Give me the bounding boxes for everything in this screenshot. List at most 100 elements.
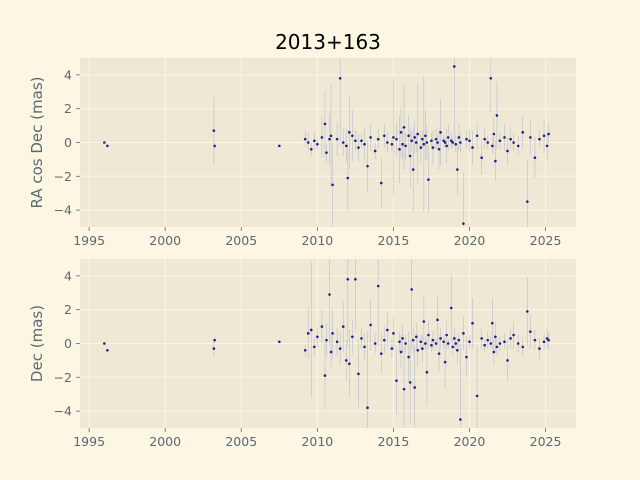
data-point	[424, 342, 427, 345]
data-point	[547, 132, 550, 136]
data-point	[489, 342, 493, 345]
data-point	[413, 386, 417, 389]
data-point	[431, 146, 435, 149]
data-point	[278, 340, 281, 344]
data-point	[328, 293, 331, 296]
data-point	[419, 146, 423, 149]
data-point	[538, 137, 541, 141]
y-tick-label: 4	[64, 268, 72, 283]
data-point	[475, 394, 479, 398]
data-point	[323, 374, 327, 377]
chart-title: 2013+163	[275, 30, 381, 54]
data-point	[486, 338, 490, 342]
data-point	[498, 342, 502, 345]
data-point	[376, 137, 380, 141]
data-point	[457, 136, 461, 139]
data-point	[399, 131, 403, 134]
data-point	[399, 350, 403, 354]
data-point	[462, 222, 465, 225]
data-point	[516, 144, 520, 148]
data-point	[414, 335, 418, 339]
data-point	[495, 114, 499, 117]
data-point	[402, 125, 406, 129]
data-point	[449, 139, 453, 143]
data-point	[413, 136, 417, 139]
data-point	[512, 333, 515, 337]
data-point	[494, 159, 497, 163]
data-point	[436, 141, 439, 144]
data-point	[442, 340, 445, 344]
data-point	[348, 131, 351, 134]
data-point	[320, 325, 324, 328]
data-point	[392, 136, 395, 139]
ra-y-axis-label: RA cos Dec (mas)	[28, 77, 46, 209]
data-point	[411, 338, 415, 342]
data-point	[495, 345, 499, 349]
data-point	[320, 136, 324, 139]
data-point	[360, 337, 363, 340]
y-tick-label: −2	[54, 169, 72, 184]
data-point	[456, 168, 459, 171]
y-tick-label: −4	[54, 404, 72, 419]
data-point	[436, 318, 439, 322]
data-point	[471, 146, 474, 149]
y-tick-label: −4	[54, 203, 72, 218]
ra-grid	[80, 58, 576, 227]
data-point	[382, 134, 386, 138]
data-point	[408, 381, 412, 384]
data-point	[526, 310, 529, 313]
data-point	[341, 325, 345, 328]
data-point	[506, 359, 509, 362]
data-point	[445, 333, 448, 337]
data-point	[475, 134, 479, 138]
data-point	[369, 323, 372, 327]
x-tick-label: 2015	[378, 434, 410, 449]
data-point	[459, 418, 462, 421]
data-point	[427, 178, 430, 181]
data-point	[335, 340, 339, 344]
x-tick-label: 2000	[149, 233, 181, 248]
data-point	[452, 65, 456, 68]
data-point	[542, 340, 546, 344]
data-point	[398, 340, 401, 344]
data-point	[443, 360, 447, 364]
data-point	[316, 142, 319, 146]
data-point	[386, 141, 389, 144]
data-point	[545, 337, 549, 340]
data-point	[526, 200, 529, 203]
dec-points	[103, 277, 550, 421]
data-point	[411, 168, 415, 171]
data-point	[498, 139, 502, 143]
data-point	[106, 144, 109, 148]
data-point	[483, 137, 487, 141]
data-point	[468, 139, 471, 143]
data-point	[533, 338, 537, 342]
data-point	[503, 136, 506, 139]
data-point	[451, 141, 455, 144]
data-point	[545, 144, 549, 148]
data-point	[395, 379, 398, 382]
x-tick-label: 2020	[454, 434, 486, 449]
data-point	[331, 183, 334, 187]
data-point	[454, 342, 458, 345]
data-point	[422, 142, 426, 146]
data-point	[325, 338, 328, 342]
y-tick-label: 2	[64, 101, 72, 116]
x-tick-label: 2000	[149, 434, 181, 449]
data-point	[434, 342, 438, 345]
data-point	[427, 333, 430, 337]
data-point	[103, 141, 106, 144]
data-point	[313, 345, 316, 349]
data-point	[379, 181, 383, 185]
data-point	[457, 338, 461, 342]
data-point	[521, 345, 525, 349]
data-point	[351, 335, 354, 339]
data-point	[309, 328, 313, 332]
y-tick-label: 2	[64, 302, 72, 317]
data-point	[491, 144, 494, 148]
data-point	[492, 132, 496, 136]
data-point	[306, 332, 310, 335]
data-point	[454, 142, 458, 146]
y-tick-label: 0	[64, 336, 72, 351]
data-point	[439, 131, 442, 134]
